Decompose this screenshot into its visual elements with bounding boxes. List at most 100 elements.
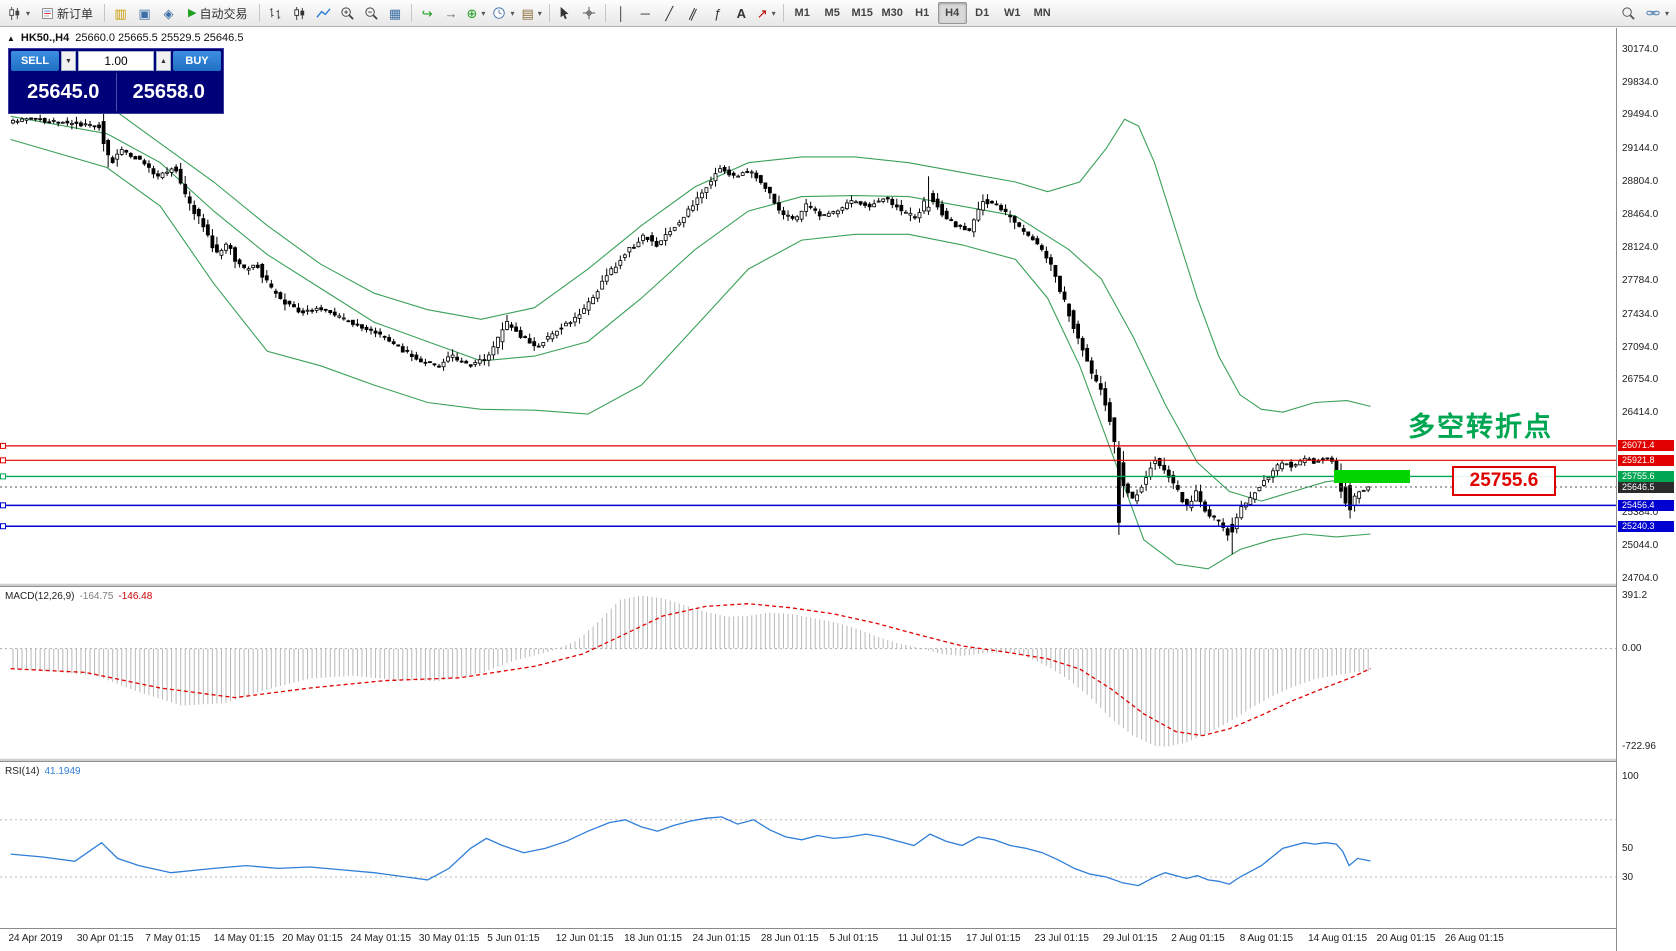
volume-input[interactable] — [78, 51, 154, 71]
turning-point-annotation[interactable]: 多空转折点 — [1408, 412, 1553, 442]
link-chain-icon — [1646, 10, 1660, 16]
rsi-axis-tick: 50 — [1622, 842, 1634, 854]
sell-button[interactable]: SELL — [11, 51, 59, 71]
price-tick: 27094.0 — [1622, 341, 1659, 353]
timeframe-m30[interactable]: M30 — [881, 7, 903, 19]
time-label: 14 Aug 01:15 — [1308, 933, 1368, 944]
one-click-trading-toggle[interactable]: ▲ — [7, 33, 15, 43]
text-tool-icon: A — [736, 5, 746, 21]
zoom-in-button[interactable] — [336, 2, 359, 24]
volume-down-button[interactable]: ▼ — [61, 51, 76, 71]
price-tick: 28464.0 — [1622, 209, 1659, 220]
timeframe-w1[interactable]: W1 — [1003, 7, 1021, 19]
time-axis[interactable]: 24 Apr 2019 30 Apr 01:15 7 May 01:15 14 May… — [0, 928, 1616, 951]
new-chart-button[interactable]: ▾ — [4, 2, 33, 24]
chevron-down-icon: ▾ — [537, 8, 542, 18]
time-label: 5 Jul 01:15 — [829, 933, 879, 944]
new-order-button[interactable]: 新订单 — [34, 2, 100, 24]
cursor-icon — [560, 6, 569, 20]
timeframe-h4[interactable]: H4 — [937, 2, 967, 24]
arrows-tool[interactable]: ↗ ▾ — [754, 2, 779, 24]
ohlc-values: 25660.0 25665.5 25529.5 25646.5 — [75, 32, 244, 44]
navigator-button[interactable]: ◈ — [157, 2, 180, 24]
price-axis[interactable]: 30174.0 29834.0 29494.0 29144.0 28804.0 28464… — [1616, 28, 1676, 951]
price-tick: 25384.0 — [1622, 506, 1659, 518]
arrow-icon: ↗ — [756, 5, 768, 21]
rsi-label: RSI(14) 41.1949 — [5, 766, 81, 777]
zoom-in-icon — [340, 6, 354, 20]
channel-tool[interactable]: ∥ — [682, 2, 705, 24]
price-tick: 25044.0 — [1622, 539, 1659, 551]
price-tick: 29494.0 — [1622, 109, 1659, 121]
chart-shift-button[interactable]: → — [440, 2, 463, 24]
chevron-down-icon: ▾ — [481, 8, 486, 18]
pane-divider[interactable] — [0, 758, 1676, 762]
symbol-period-label: HK50.,H4 — [20, 32, 70, 44]
search-button[interactable] — [1617, 2, 1640, 24]
time-label: 14 May 01:15 — [213, 933, 275, 944]
chevron-down-icon: ▾ — [510, 8, 515, 18]
auto-scroll-button[interactable]: ↪ — [416, 2, 439, 24]
volume-up-button[interactable]: ▲ — [156, 51, 171, 71]
timeframe-h1[interactable]: H1 — [915, 7, 930, 19]
cursor-button[interactable] — [554, 2, 577, 24]
text-tool[interactable]: A — [730, 2, 753, 24]
price-tick: 26754.0 — [1622, 374, 1659, 386]
separator — [258, 4, 260, 22]
rsi-value: 41.1949 — [44, 766, 81, 777]
green-highlight-rectangle[interactable] — [1334, 470, 1410, 483]
separator — [104, 4, 106, 22]
templates-button[interactable]: ▤ ▾ — [518, 2, 544, 24]
timeframe-m5[interactable]: M5 — [824, 7, 840, 19]
autotrading-button[interactable]: ▶ 自动交易 — [181, 2, 254, 24]
rsi-name: RSI(14) — [5, 766, 40, 777]
timeframe-m15[interactable]: M15 — [851, 7, 873, 19]
rsi-axis-tick: 100 — [1622, 771, 1639, 783]
time-label: 30 Apr 01:15 — [76, 933, 134, 944]
time-label: 5 Jun 01:15 — [487, 933, 540, 944]
time-label: 24 Apr 2019 — [8, 933, 63, 944]
price-tick: 27434.0 — [1622, 308, 1659, 320]
crosshair-button[interactable] — [578, 2, 601, 24]
zoom-out-button[interactable] — [360, 2, 383, 24]
horizontal-line-tool[interactable]: ─ — [634, 2, 657, 24]
line-chart-button[interactable] — [312, 2, 335, 24]
buy-button[interactable]: BUY — [173, 51, 221, 71]
tile-windows-button[interactable]: ▦ — [384, 2, 407, 24]
indicators-button[interactable]: ⊕ ▾ — [464, 2, 489, 24]
buy-price-panel[interactable]: 25658.0 — [132, 80, 205, 103]
price-badge: 25240.3 — [1618, 520, 1674, 532]
vertical-line-icon: │ — [617, 5, 626, 21]
pane-divider[interactable] — [0, 583, 1676, 587]
timeframe-m1[interactable]: M1 — [794, 7, 810, 19]
horizontal-line-icon: ─ — [640, 5, 650, 21]
vertical-line-tool[interactable]: │ — [610, 2, 633, 24]
time-label: 23 Jul 01:15 — [1034, 933, 1090, 944]
time-label: 24 May 01:15 — [350, 933, 412, 944]
periods-button[interactable]: ▾ — [489, 2, 517, 24]
sell-price-panel[interactable]: 25645.0 — [11, 73, 117, 111]
time-label: 28 Jun 01:15 — [760, 933, 819, 944]
rsi-canvas[interactable] — [0, 762, 1616, 928]
time-label: 17 Jul 01:15 — [966, 933, 1021, 944]
price-tick: 27784.0 — [1622, 274, 1659, 286]
price-badge: 26071.4 — [1618, 440, 1674, 452]
price-callout-label[interactable]: 25755.6 — [1452, 466, 1556, 496]
time-label: 20 May 01:15 — [282, 933, 343, 944]
bar-chart-button[interactable] — [264, 2, 287, 24]
link-charts-button[interactable]: ▾ — [1642, 2, 1672, 24]
timeframe-mn[interactable]: MN — [1033, 7, 1051, 19]
navigator-icon: ◈ — [163, 5, 174, 21]
macd-axis-tick: -722.96 — [1622, 741, 1656, 753]
market-watch-button[interactable]: ▥ — [109, 2, 132, 24]
timeframe-d1[interactable]: D1 — [975, 7, 990, 19]
toolbar: ▾ 新订单 ▥ ▣ ◈ ▶ 自动交易 ▦ ↪ → ⊕ ▾ ▾ ▤ ▾ │ ─ ╱ — [0, 0, 1676, 27]
main-chart-canvas[interactable] — [0, 28, 1616, 583]
macd-canvas[interactable] — [0, 587, 1616, 758]
candlestick-chart-button[interactable] — [288, 2, 311, 24]
trendline-tool[interactable]: ╱ — [658, 2, 681, 24]
fibonacci-tool[interactable]: ƒ — [706, 2, 729, 24]
chart-window[interactable]: ▲ HK50.,H4 25660.0 25665.5 25529.5 25646… — [0, 28, 1676, 951]
mini-candle-icon — [9, 6, 20, 20]
data-window-button[interactable]: ▣ — [133, 2, 156, 24]
